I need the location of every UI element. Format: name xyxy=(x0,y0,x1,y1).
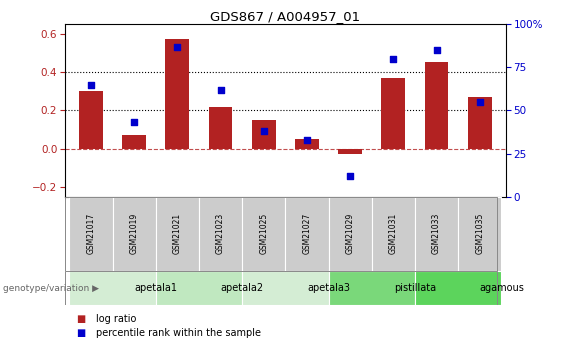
Bar xyxy=(242,197,285,271)
Text: percentile rank within the sample: percentile rank within the sample xyxy=(96,328,261,338)
Bar xyxy=(285,197,328,271)
Point xyxy=(129,120,138,125)
Point xyxy=(86,82,95,87)
Text: GSM21017: GSM21017 xyxy=(86,213,95,254)
Text: ■: ■ xyxy=(76,314,85,324)
Text: apetala2: apetala2 xyxy=(220,283,264,293)
Point xyxy=(346,173,355,179)
Bar xyxy=(458,197,501,271)
Text: log ratio: log ratio xyxy=(96,314,136,324)
Bar xyxy=(242,271,328,305)
Bar xyxy=(252,120,276,149)
Text: pistillata: pistillata xyxy=(394,283,436,293)
Text: GSM21035: GSM21035 xyxy=(475,213,484,254)
Bar xyxy=(69,271,156,305)
Text: GSM21033: GSM21033 xyxy=(432,213,441,254)
Bar xyxy=(425,62,449,149)
Bar xyxy=(381,78,405,149)
Bar xyxy=(328,197,372,271)
Point xyxy=(216,87,225,92)
Bar xyxy=(69,197,112,271)
Bar xyxy=(112,197,156,271)
Bar xyxy=(199,197,242,271)
Text: ■: ■ xyxy=(76,328,85,338)
Bar xyxy=(156,197,199,271)
Text: agamous: agamous xyxy=(479,283,524,293)
Text: apetala1: apetala1 xyxy=(134,283,177,293)
Bar xyxy=(122,135,146,149)
Point xyxy=(302,137,311,142)
Bar xyxy=(372,197,415,271)
Bar xyxy=(156,271,242,305)
Point xyxy=(389,56,398,61)
Bar xyxy=(79,91,103,149)
Point xyxy=(259,128,268,134)
Bar xyxy=(166,39,189,149)
Text: genotype/variation ▶: genotype/variation ▶ xyxy=(3,284,99,293)
Title: GDS867 / A004957_01: GDS867 / A004957_01 xyxy=(210,10,360,23)
Text: GSM21021: GSM21021 xyxy=(173,213,182,254)
Text: GSM21025: GSM21025 xyxy=(259,213,268,254)
Bar xyxy=(295,139,319,149)
Bar xyxy=(208,107,232,149)
Text: GSM21029: GSM21029 xyxy=(346,213,355,254)
Text: GSM21023: GSM21023 xyxy=(216,213,225,254)
Point xyxy=(173,44,182,49)
Bar xyxy=(415,271,501,305)
Point xyxy=(475,99,484,105)
Point xyxy=(432,47,441,53)
Text: GSM21031: GSM21031 xyxy=(389,213,398,254)
Text: GSM21019: GSM21019 xyxy=(129,213,138,254)
Text: GSM21027: GSM21027 xyxy=(302,213,311,254)
Bar xyxy=(468,97,492,149)
Bar xyxy=(415,197,458,271)
Bar xyxy=(328,271,415,305)
Text: apetala3: apetala3 xyxy=(307,283,350,293)
Bar xyxy=(338,149,362,155)
